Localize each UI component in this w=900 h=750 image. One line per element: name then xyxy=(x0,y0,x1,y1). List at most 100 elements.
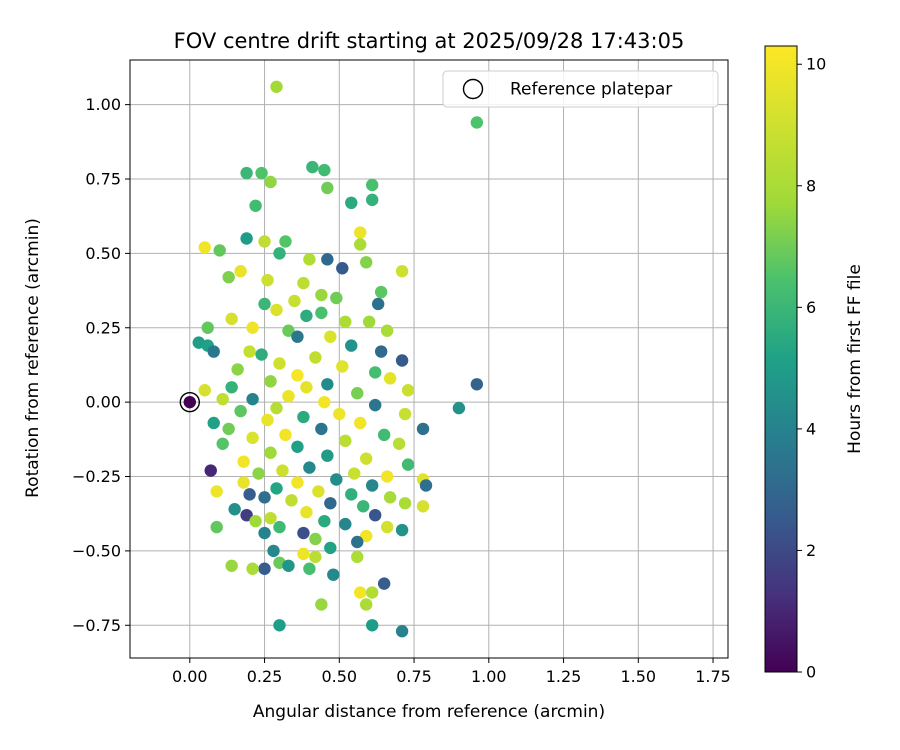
data-point xyxy=(324,497,337,510)
data-point xyxy=(261,273,274,287)
data-point xyxy=(249,514,262,528)
data-point xyxy=(368,398,382,412)
data-point xyxy=(246,321,259,334)
data-point xyxy=(282,559,295,572)
data-point xyxy=(395,354,409,367)
data-point xyxy=(225,312,238,326)
data-point xyxy=(368,508,382,522)
data-point xyxy=(354,238,367,251)
data-point xyxy=(258,297,271,311)
data-point xyxy=(258,491,271,504)
data-point xyxy=(315,598,328,611)
data-point xyxy=(291,440,304,453)
data-point xyxy=(297,276,310,290)
data-point xyxy=(321,253,334,266)
data-point xyxy=(398,407,412,421)
x-tick-label: 1.50 xyxy=(620,667,656,686)
data-point xyxy=(258,562,271,575)
data-point xyxy=(365,619,379,632)
data-point xyxy=(243,488,256,501)
colorbar-tick-label: 0 xyxy=(806,663,816,682)
data-point xyxy=(264,175,277,189)
data-point xyxy=(273,520,286,534)
data-point xyxy=(207,345,220,358)
data-point xyxy=(210,520,223,534)
data-point xyxy=(360,598,373,611)
y-axis-ticks: −0.75 −0.50 −0.25 0.00 0.25 0.50 0.75 1.00 xyxy=(72,95,130,635)
reference-point xyxy=(183,395,196,409)
legend-reference-marker xyxy=(462,78,484,100)
legend-frame xyxy=(442,70,719,108)
data-point xyxy=(321,378,334,391)
y-axis-label: Rotation from reference (arcmin) xyxy=(23,218,43,498)
data-point xyxy=(351,387,364,400)
data-point xyxy=(470,378,484,391)
data-point xyxy=(345,339,358,352)
data-point xyxy=(392,437,406,450)
data-point xyxy=(252,467,265,480)
data-point xyxy=(395,523,409,537)
legend-label-reference: Reference platepar xyxy=(510,80,672,100)
data-point xyxy=(348,467,361,480)
data-point xyxy=(365,193,379,207)
data-point xyxy=(339,434,352,448)
colorbar-tick-label: 2 xyxy=(806,541,816,560)
data-point xyxy=(303,461,316,474)
colorbar: 0 2 4 6 8 10 Hours from first FF file xyxy=(764,45,865,682)
data-point xyxy=(336,262,349,275)
data-point xyxy=(285,494,298,507)
y-tick-label: −0.50 xyxy=(72,541,121,560)
data-point xyxy=(321,181,334,195)
data-point xyxy=(210,485,223,498)
data-point xyxy=(198,384,211,397)
data-point xyxy=(374,345,388,358)
data-point xyxy=(264,511,277,525)
data-point xyxy=(351,550,364,564)
x-tick-label: 1.75 xyxy=(695,667,731,686)
data-point xyxy=(249,199,262,212)
data-point xyxy=(371,297,385,311)
data-point xyxy=(324,541,337,555)
data-point xyxy=(395,625,409,638)
data-point xyxy=(273,357,286,370)
data-point xyxy=(204,464,217,477)
data-point xyxy=(255,348,268,361)
data-point xyxy=(255,166,268,180)
data-point xyxy=(315,288,328,302)
data-point xyxy=(339,315,352,329)
data-point xyxy=(216,392,229,406)
data-point xyxy=(303,562,316,575)
data-point xyxy=(333,407,346,421)
data-point xyxy=(377,428,391,442)
y-tick-label: 0.25 xyxy=(85,318,121,337)
data-point xyxy=(401,384,415,397)
data-point xyxy=(240,166,253,180)
data-point xyxy=(246,392,259,406)
data-point xyxy=(345,488,358,501)
data-point xyxy=(303,253,316,266)
data-point xyxy=(240,508,253,522)
y-tick-label: 0.00 xyxy=(85,393,121,412)
data-point xyxy=(246,562,259,575)
data-point xyxy=(354,226,367,239)
data-point xyxy=(207,416,220,430)
data-point xyxy=(198,241,211,254)
data-point xyxy=(336,360,349,373)
data-point xyxy=(365,479,379,492)
colorbar-tick-label: 6 xyxy=(806,298,816,317)
data-point xyxy=(357,500,370,513)
y-tick-label: 0.50 xyxy=(85,244,121,263)
data-point xyxy=(273,247,286,260)
data-point xyxy=(300,506,313,519)
data-point xyxy=(276,464,289,477)
data-point xyxy=(225,559,238,572)
data-point xyxy=(383,491,397,504)
x-axis-ticks: 0.00 0.25 0.50 0.75 1.00 1.25 1.50 1.75 xyxy=(172,658,731,686)
data-point xyxy=(231,363,244,376)
data-point xyxy=(222,422,235,436)
y-tick-label: 1.00 xyxy=(85,95,121,114)
data-point xyxy=(339,517,352,531)
data-point xyxy=(374,285,388,299)
data-point xyxy=(240,232,253,245)
data-point xyxy=(452,401,466,415)
